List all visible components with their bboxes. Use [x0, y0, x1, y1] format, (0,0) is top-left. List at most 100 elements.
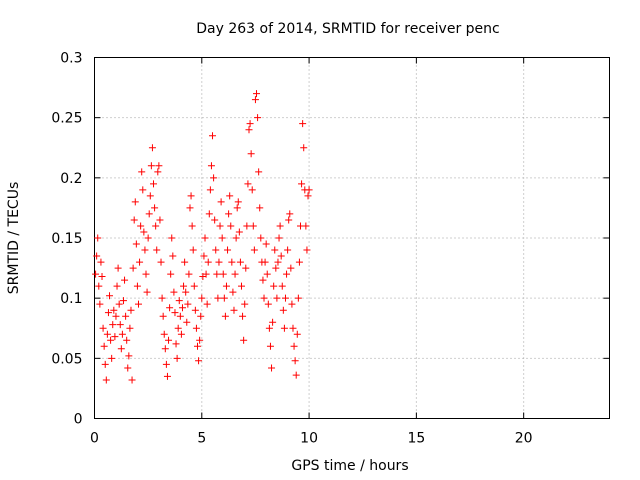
chart-title: Day 263 of 2014, SRMTID for receiver pen… [196, 21, 499, 37]
data-point [104, 309, 112, 317]
data-point [125, 352, 133, 360]
data-point [111, 333, 119, 341]
data-point [232, 234, 240, 242]
data-point [133, 282, 141, 290]
data-point [209, 132, 217, 140]
data-point [212, 246, 220, 254]
data-point [162, 360, 170, 368]
data-point [198, 294, 206, 302]
data-point [189, 246, 197, 254]
y-tick-label: 0 [74, 412, 83, 428]
data-point [174, 324, 182, 332]
data-point [224, 246, 232, 254]
data-point [280, 324, 288, 332]
data-point [144, 234, 152, 242]
data-point [126, 324, 134, 332]
data-point [122, 312, 130, 320]
data-point [100, 342, 108, 350]
data-point [239, 312, 247, 320]
data-point [134, 300, 142, 308]
data-point [168, 234, 176, 242]
x-tick-label: 10 [300, 431, 318, 447]
data-point [190, 282, 198, 290]
data-point [294, 294, 302, 302]
data-point [159, 312, 167, 320]
y-tick-label: 0.1 [60, 291, 82, 307]
data-point [214, 294, 222, 302]
data-point [268, 364, 276, 372]
data-point [118, 330, 126, 338]
data-point [292, 371, 300, 379]
data-point [177, 330, 185, 338]
data-point [137, 222, 145, 230]
data-point [106, 292, 114, 300]
data-point [180, 282, 188, 290]
data-point [205, 210, 213, 218]
data-point [275, 234, 283, 242]
data-point [287, 264, 295, 272]
data-point [196, 336, 204, 344]
data-point [175, 297, 183, 305]
data-point [113, 282, 121, 290]
data-point [286, 210, 294, 218]
data-point [173, 354, 181, 362]
y-tick-label: 0.2 [60, 171, 82, 187]
data-point [124, 364, 132, 372]
data-point [279, 306, 287, 314]
data-point [218, 234, 226, 242]
data-point [178, 304, 186, 312]
data-point [157, 258, 165, 266]
data-point [109, 321, 117, 329]
data-point [182, 288, 190, 296]
data-point [93, 252, 101, 260]
data-point [243, 222, 251, 230]
data-point [165, 336, 173, 344]
data-point [240, 336, 248, 344]
data-point [160, 330, 168, 338]
data-point [256, 204, 264, 212]
data-point [290, 342, 298, 350]
data-point [233, 204, 241, 212]
data-point [251, 96, 259, 104]
data-point [203, 300, 211, 308]
data-point [96, 300, 104, 308]
data-point [269, 318, 277, 326]
data-point [249, 222, 257, 230]
data-point [123, 336, 131, 344]
data-point [200, 252, 208, 260]
data-point [136, 258, 144, 266]
x-tick-label: 15 [407, 431, 425, 447]
data-point [188, 222, 196, 230]
y-tick-label: 0.25 [51, 111, 82, 127]
data-point [207, 162, 215, 170]
data-point [132, 240, 140, 248]
data-point [304, 192, 312, 200]
data-point [197, 312, 205, 320]
data-point [277, 252, 285, 260]
data-point [235, 228, 243, 236]
data-point [263, 270, 271, 278]
data-point [150, 180, 158, 188]
data-point [298, 180, 306, 188]
data-point [101, 360, 109, 368]
data-point [156, 216, 164, 224]
data-point [146, 192, 154, 200]
data-point [147, 162, 155, 170]
data-point [231, 270, 239, 278]
data-point [270, 282, 278, 290]
data-point [191, 306, 199, 314]
data-point [248, 186, 256, 194]
data-point [265, 324, 273, 332]
data-point [121, 276, 129, 284]
data-point [166, 304, 174, 312]
data-point [112, 312, 120, 320]
data-point [237, 282, 245, 290]
data-point [300, 144, 308, 152]
data-point [110, 306, 118, 314]
data-point [172, 340, 180, 348]
data-point [103, 330, 111, 338]
data-point [151, 204, 159, 212]
data-point [185, 270, 193, 278]
